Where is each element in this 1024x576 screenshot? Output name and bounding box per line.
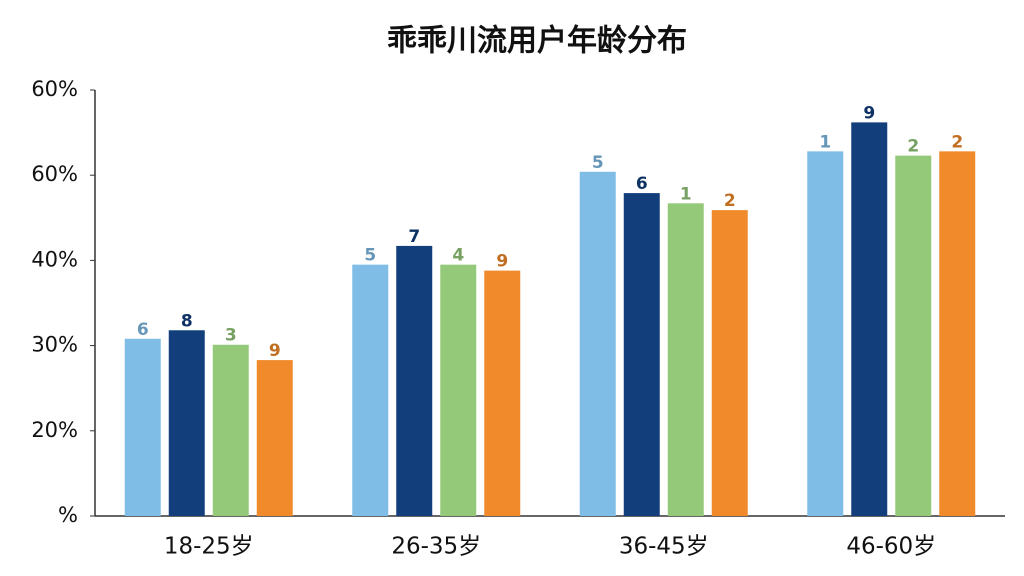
data-label: 6	[137, 320, 149, 340]
bar	[484, 270, 521, 516]
bar	[711, 210, 748, 516]
bar	[667, 203, 704, 517]
bar	[939, 151, 976, 516]
bar	[579, 171, 616, 517]
data-label: 9	[496, 252, 508, 272]
y-tick-label: 30%	[31, 333, 78, 357]
data-label: 1	[680, 184, 692, 204]
data-label: 4	[452, 246, 464, 266]
data-label: 6	[636, 174, 648, 194]
bar	[256, 360, 293, 516]
bar	[807, 151, 844, 516]
y-tick-label: 60%	[31, 77, 78, 101]
chart-title: 乖乖川流用户年龄分布	[387, 24, 687, 59]
bar	[124, 338, 161, 516]
data-label: 5	[364, 246, 376, 266]
data-label: 7	[408, 227, 420, 247]
data-label: 3	[225, 326, 237, 346]
x-tick-label: 26-35岁	[391, 534, 481, 560]
bar	[168, 330, 205, 516]
data-label: 9	[269, 341, 281, 361]
bar	[396, 245, 433, 516]
y-tick-label: 40%	[31, 247, 78, 271]
x-tick-label: 46-60岁	[846, 534, 936, 560]
data-label: 8	[181, 311, 193, 331]
data-label: 2	[724, 191, 736, 211]
data-label: 9	[863, 103, 875, 123]
x-tick-label: 36-45岁	[619, 534, 709, 560]
x-tick-label: 18-25岁	[164, 534, 254, 560]
y-tick-label: 60%	[31, 162, 78, 186]
data-label: 2	[951, 132, 963, 152]
bar	[895, 155, 932, 516]
bar	[851, 122, 888, 516]
bar	[352, 264, 389, 516]
data-label: 1	[819, 132, 831, 152]
data-label: 5	[592, 153, 604, 173]
y-tick-label: 20%	[31, 418, 78, 442]
bar	[623, 193, 660, 517]
bar	[440, 264, 477, 516]
y-tick-label: %	[58, 503, 78, 527]
data-label: 2	[907, 137, 919, 157]
bar	[212, 344, 249, 516]
